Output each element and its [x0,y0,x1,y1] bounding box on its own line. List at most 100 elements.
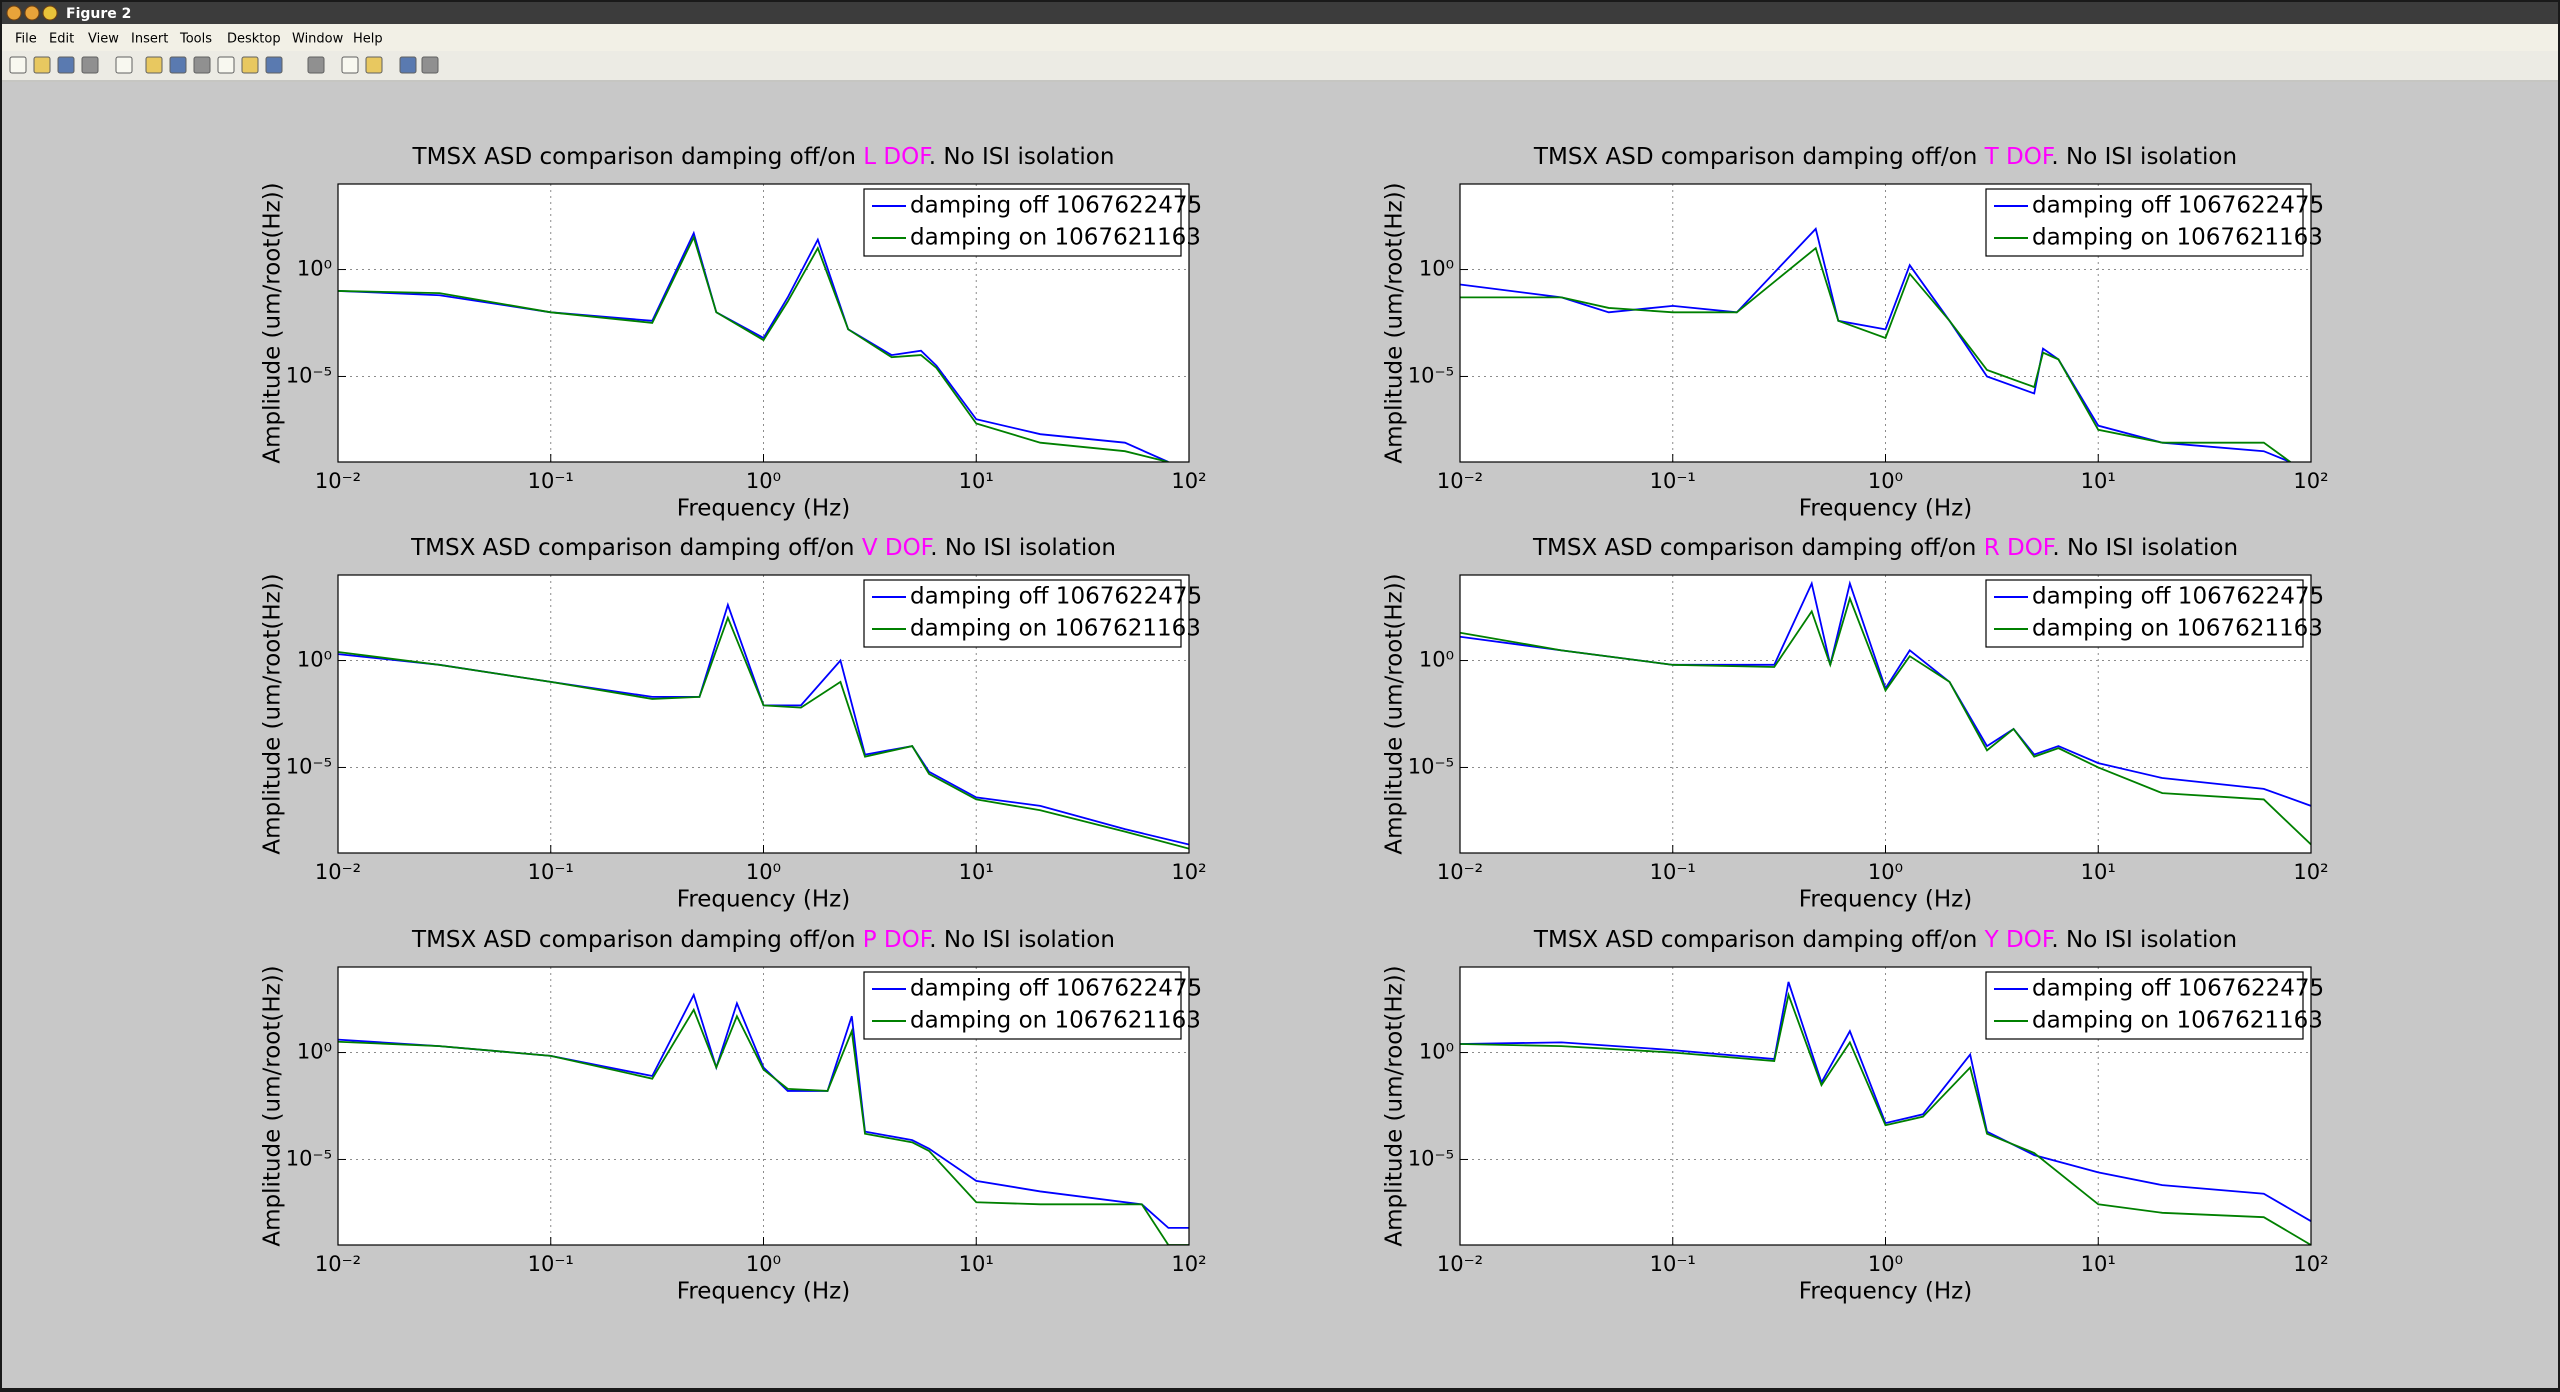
toolbar-button[interactable] [365,56,383,74]
title-part: . No ISI isolation [2051,927,2237,953]
subplot: 10⁻² 10⁻¹ 10⁰ 10¹ 10² 10⁻⁵ 10⁰ TMSX ASD compari… [1382,927,2329,1305]
menu-bar [2,24,2558,51]
menu-item[interactable]: Desktop [227,32,281,47]
y-tick-label: 10⁻⁵ [286,1146,332,1170]
x-tick-label: 10¹ [2081,1252,2116,1276]
menu-items: File Edit View Insert Tools Desktop Window Help [15,32,383,47]
x-tick-label: 10¹ [959,860,994,884]
title-part: . No ISI isolation [2052,535,2238,561]
axes-box [1459,966,2312,1246]
x-tick-label: 10² [1171,469,1206,493]
x-tick-label: 10⁻² [315,860,361,884]
toolbar-button[interactable] [307,56,325,74]
y-tick-label: 10⁰ [297,257,332,281]
title-bar [2,2,2558,24]
chart-title: TMSX ASD comparison damping off/on L DOF… [412,144,1115,170]
menu-item[interactable]: File [15,32,37,47]
y-axis-label: Amplitude (um/root(Hz)) [260,573,286,854]
legend-box [1985,188,2304,257]
menu-item[interactable]: Tools [179,32,212,47]
toolbar-button[interactable] [81,56,99,74]
axes-box [1459,574,2312,854]
axes-box [337,183,1190,463]
toolbar-button[interactable] [145,56,163,74]
axes-box [337,966,1190,1246]
toolbar-button[interactable] [9,56,27,74]
y-tick-label: 10⁰ [1419,1040,1454,1064]
menu-item[interactable]: Window [292,32,344,47]
title-part: TMSX ASD comparison damping off/on [1533,144,1985,170]
legend-label: damping off 1067622475 [910,193,1202,219]
x-tick-label: 10⁻¹ [1650,469,1696,493]
toolbar-button[interactable] [265,56,283,74]
y-tick-label: 10⁻⁵ [286,363,332,387]
x-axis-label: Frequency (Hz) [1799,1279,1972,1305]
x-tick-label: 10⁰ [746,860,781,884]
toolbar-button[interactable] [169,56,187,74]
window-minimize[interactable] [24,5,40,21]
x-tick-label: 10¹ [2081,860,2116,884]
menu-item[interactable]: Edit [49,32,74,47]
toolbar-button[interactable] [341,56,359,74]
toolbar [2,51,2558,82]
y-tick-label: 10⁻⁵ [1408,1146,1454,1170]
x-tick-label: 10¹ [959,1252,994,1276]
toolbar-button[interactable] [241,56,259,74]
legend-label: damping on 1067621163 [910,225,1201,251]
legend-box [863,188,1182,257]
series-line [338,234,1169,462]
legend: damping off 1067622475 damping on 1067621… [1985,579,2324,648]
x-axis-label: Frequency (Hz) [1799,887,1972,913]
title-part: TMSX ASD comparison damping off/on [411,927,863,953]
x-tick-label: 10⁻¹ [528,469,574,493]
x-tick-label: 10⁻¹ [528,1252,574,1276]
window-maximize[interactable] [42,5,58,21]
chart-title: TMSX ASD comparison damping off/on T DOF… [1533,144,2237,170]
legend-label: damping on 1067621163 [2032,225,2323,251]
legend-label: damping off 1067622475 [2032,584,2324,610]
legend-label: damping on 1067621163 [910,616,1201,642]
legend-label: damping off 1067622475 [2032,193,2324,219]
toolbar-button[interactable] [421,56,439,74]
y-tick-label: 10⁰ [1419,257,1454,281]
x-tick-label: 10⁻¹ [1650,860,1696,884]
series-line [1460,580,2311,807]
x-tick-label: 10² [2293,469,2328,493]
toolbar-button[interactable] [193,56,211,74]
toolbar-button[interactable] [217,56,235,74]
toolbar-button[interactable] [33,56,51,74]
menu-item[interactable]: Insert [131,32,168,47]
legend-label: damping on 1067621163 [2032,616,2323,642]
toolbar-button[interactable] [115,56,133,74]
title-part: . No ISI isolation [929,927,1115,953]
y-axis-label: Amplitude (um/root(Hz)) [260,965,286,1246]
toolbar-button[interactable] [399,56,417,74]
title-part: TMSX ASD comparison damping off/on [1532,535,1984,561]
x-tick-label: 10⁰ [1868,1252,1903,1276]
x-tick-label: 10⁻¹ [528,860,574,884]
x-axis-label: Frequency (Hz) [1799,496,1972,522]
y-tick-label: 10⁰ [297,1040,332,1064]
window-close[interactable] [6,5,22,21]
legend: damping off 1067622475 damping on 1067621… [863,971,1202,1040]
x-tick-label: 10⁻² [315,1252,361,1276]
toolbar-button[interactable] [57,56,75,74]
title-part: L DOF [863,144,931,170]
menu-item[interactable]: View [88,32,119,47]
x-tick-label: 10⁰ [1868,469,1903,493]
chart-title: TMSX ASD comparison damping off/on P DOF… [411,927,1115,953]
title-part: TMSX ASD comparison damping off/on [1533,927,1985,953]
y-tick-label: 10⁻⁵ [1408,754,1454,778]
x-tick-label: 10² [1171,860,1206,884]
subplot: 10⁻² 10⁻¹ 10⁰ 10¹ 10² 10⁻⁵ 10⁰ TMSX ASD compari… [260,144,1207,522]
title-part: R DOF [1984,535,2055,561]
x-tick-label: 10⁰ [1868,860,1903,884]
legend: damping off 1067622475 damping on 1067621… [863,188,1202,257]
chart-title: TMSX ASD comparison damping off/on R DOF… [1532,535,2238,561]
legend: damping off 1067622475 damping on 1067621… [863,579,1202,648]
menu-item[interactable]: Help [353,32,383,47]
subplot: 10⁻² 10⁻¹ 10⁰ 10¹ 10² 10⁻⁵ 10⁰ TMSX ASD compari… [260,535,1207,913]
y-axis-label: Amplitude (um/root(Hz)) [1382,573,1408,854]
series-line [1460,991,2311,1245]
